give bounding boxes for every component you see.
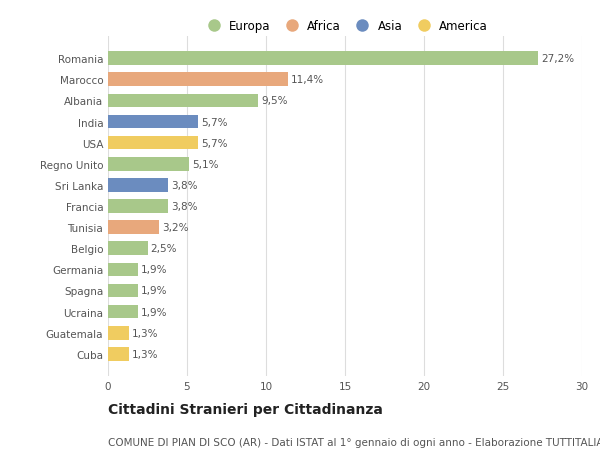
Text: 1,9%: 1,9% xyxy=(141,307,167,317)
Bar xyxy=(108,326,128,340)
Bar xyxy=(108,284,138,298)
Text: 5,7%: 5,7% xyxy=(201,138,228,148)
Text: 1,3%: 1,3% xyxy=(132,349,158,359)
Bar xyxy=(108,200,168,213)
Text: 3,2%: 3,2% xyxy=(162,223,188,233)
Text: 27,2%: 27,2% xyxy=(541,54,574,64)
Bar xyxy=(108,73,288,87)
Bar xyxy=(108,263,138,277)
Text: 11,4%: 11,4% xyxy=(291,75,325,85)
Legend: Europa, Africa, Asia, America: Europa, Africa, Asia, America xyxy=(197,16,493,38)
Bar xyxy=(108,115,198,129)
Text: Cittadini Stranieri per Cittadinanza: Cittadini Stranieri per Cittadinanza xyxy=(108,402,383,416)
Text: 5,7%: 5,7% xyxy=(201,117,228,127)
Bar xyxy=(108,347,128,361)
Text: 9,5%: 9,5% xyxy=(261,96,288,106)
Bar xyxy=(108,94,258,108)
Text: 1,9%: 1,9% xyxy=(141,286,167,296)
Text: 1,9%: 1,9% xyxy=(141,265,167,275)
Text: 3,8%: 3,8% xyxy=(171,202,198,212)
Bar xyxy=(108,52,538,66)
Text: 2,5%: 2,5% xyxy=(151,244,177,254)
Bar xyxy=(108,221,158,235)
Text: 5,1%: 5,1% xyxy=(192,159,218,169)
Bar xyxy=(108,242,148,256)
Bar xyxy=(108,305,138,319)
Bar xyxy=(108,136,198,150)
Text: 3,8%: 3,8% xyxy=(171,180,198,190)
Text: COMUNE DI PIAN DI SCO (AR) - Dati ISTAT al 1° gennaio di ogni anno - Elaborazion: COMUNE DI PIAN DI SCO (AR) - Dati ISTAT … xyxy=(108,437,600,447)
Bar xyxy=(108,157,188,171)
Text: 1,3%: 1,3% xyxy=(132,328,158,338)
Bar xyxy=(108,179,168,192)
